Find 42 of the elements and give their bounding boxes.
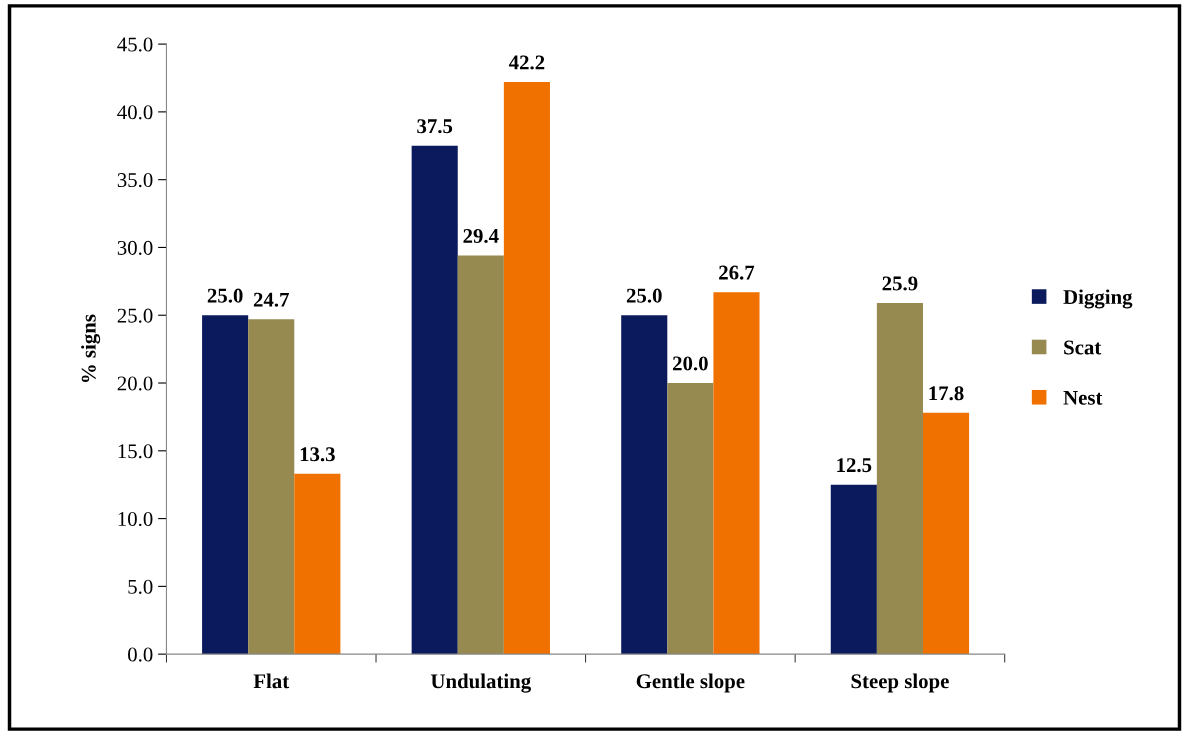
bar	[713, 292, 760, 655]
data-label: 20.0	[673, 356, 708, 371]
bar	[457, 255, 504, 655]
bar	[411, 145, 458, 655]
data-label: 29.4	[463, 229, 499, 244]
legend-label: Nest	[1063, 390, 1103, 405]
y-tick-label: 40.0	[117, 105, 153, 120]
y-tick-label: 30.0	[117, 240, 153, 255]
bar	[876, 303, 923, 655]
data-label: 42.2	[508, 55, 545, 70]
y-tick-label: 10.0	[118, 511, 153, 527]
legend-label: Digging	[1063, 289, 1133, 309]
data-label: 37.5	[417, 119, 453, 134]
y-tick-label: 45.0	[117, 37, 153, 52]
y-tick-label: 25.0	[117, 308, 153, 323]
data-label: 24.7	[253, 292, 289, 307]
data-label: 25.0	[626, 288, 662, 303]
bar	[294, 473, 341, 655]
y-tick-label: 0.0	[128, 647, 153, 662]
y-tick-label: 5.0	[128, 579, 153, 594]
bar	[830, 484, 877, 655]
data-label: 12.5	[837, 458, 872, 473]
x-tick-label: Flat	[253, 673, 290, 689]
data-label: 17.8	[929, 386, 964, 401]
x-tick-label: Steep slope	[851, 673, 949, 693]
x-tick-label: Gentle slope	[636, 673, 745, 693]
data-label: 25.9	[882, 276, 918, 291]
bar	[667, 383, 714, 655]
y-tick-label: 15.0	[118, 444, 153, 459]
bar	[202, 315, 249, 655]
y-tick-label: 20.0	[117, 376, 153, 391]
bar	[621, 315, 668, 655]
legend-label: Scat	[1064, 340, 1102, 355]
bar	[503, 82, 550, 655]
data-label: 26.7	[719, 265, 755, 280]
bar	[248, 319, 295, 655]
data-label: 25.0	[207, 288, 243, 303]
bar	[922, 412, 970, 655]
data-label: 13.3	[300, 447, 335, 462]
y-tick-label: 35.0	[117, 173, 153, 188]
y-axis-title: % signs	[81, 314, 101, 383]
x-tick-label: Undulating	[430, 673, 531, 693]
